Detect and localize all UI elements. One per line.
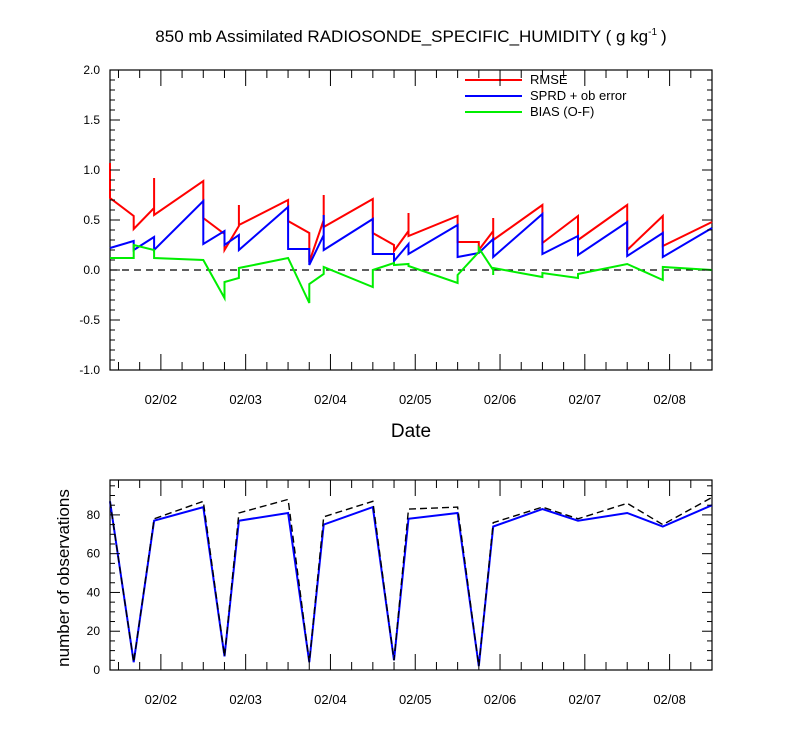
bottom-xtick-label: 02/07 — [569, 692, 602, 707]
top-series-line-2 — [109, 198, 713, 266]
bottom-xtick-label: 02/03 — [229, 692, 262, 707]
bottom-series-group — [109, 496, 713, 667]
top-xtick-label: 02/07 — [569, 392, 602, 407]
top-ytick-label: 1.5 — [83, 113, 100, 127]
chart-title-exponent: -1 — [648, 27, 657, 38]
top-ytick-label: 0.0 — [83, 263, 100, 277]
bottom-xtick-label: 02/02 — [145, 692, 178, 707]
top-xtick-label: 02/08 — [653, 392, 686, 407]
legend-label: RMSE — [530, 72, 568, 87]
top-xtick-label: 02/03 — [229, 392, 262, 407]
bottom-series-line-1 — [109, 501, 713, 667]
bottom-ytick-label: 20 — [87, 624, 101, 638]
bottom-frame — [109, 479, 713, 671]
bottom-xtick-label: 02/08 — [653, 692, 686, 707]
chart-title: 850 mb Assimilated RADIOSONDE_SPECIFIC_H… — [155, 27, 666, 46]
y-axis-label-bottom: number of observations — [54, 489, 73, 667]
top-xtick-label: 02/04 — [314, 392, 347, 407]
top-series-line-1 — [109, 163, 713, 263]
top-ytick-label: -0.5 — [79, 313, 100, 327]
top-ytick-label: 0.5 — [83, 213, 100, 227]
bottom-plot-area — [109, 479, 713, 671]
chart-title-close: ) — [661, 27, 667, 46]
bottom-ytick-label: 40 — [87, 585, 101, 599]
top-frame — [109, 69, 713, 371]
top-xtick-label: 02/05 — [399, 392, 432, 407]
bottom-axes: 0 20 40 60 80 02/02 02/03 02/04 02/05 02/06 02/07 0… — [87, 480, 713, 707]
chart-title-text: 850 mb Assimilated RADIOSONDE_SPECIFIC_H… — [155, 27, 648, 46]
top-xtick-label: 02/06 — [484, 392, 517, 407]
bottom-series-line-2 — [109, 496, 713, 667]
top-axes: -1.0 -0.5 0.0 0.5 1.0 1.5 2.0 02/02 02/03 02/04 02… — [79, 63, 713, 407]
bottom-xtick-label: 02/06 — [484, 692, 517, 707]
bottom-xtick-label: 02/05 — [399, 692, 432, 707]
top-ytick-label: -1.0 — [79, 363, 100, 377]
top-xtick-label: 02/02 — [145, 392, 178, 407]
legend-label: SPRD + ob error — [530, 88, 627, 103]
top-plot-area — [109, 69, 713, 371]
legend-label: BIAS (O-F) — [530, 104, 594, 119]
bottom-ytick-label: 60 — [87, 547, 101, 561]
top-ytick-label: 2.0 — [83, 63, 100, 77]
top-ytick-label: 1.0 — [83, 163, 100, 177]
bottom-xtick-label: 02/04 — [314, 692, 347, 707]
top-series-line-3 — [110, 243, 713, 304]
bottom-ytick-label: 0 — [93, 663, 100, 677]
bottom-panel: 0 20 40 60 80 02/02 02/03 02/04 02/05 02/06 02/07 0… — [54, 479, 713, 707]
top-series-group — [109, 163, 713, 304]
x-axis-label: Date — [391, 421, 431, 442]
bottom-ytick-label: 80 — [87, 508, 101, 522]
